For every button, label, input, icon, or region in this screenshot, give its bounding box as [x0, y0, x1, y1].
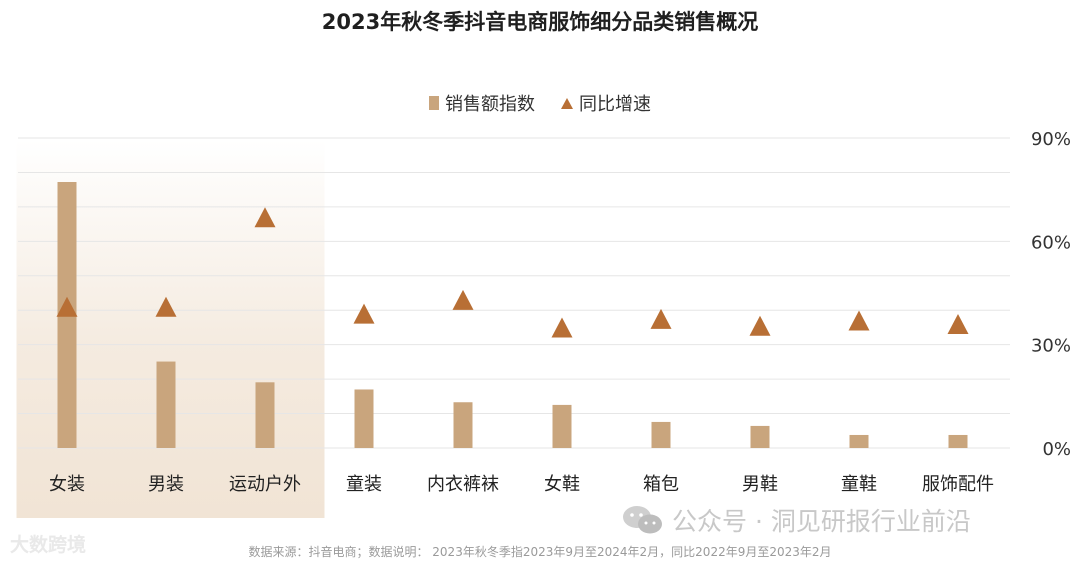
marker-男装 — [155, 296, 177, 317]
marker-运动户外 — [254, 207, 276, 228]
marker-服饰配件 — [947, 314, 969, 334]
bar-内衣裤袜 — [453, 402, 473, 448]
chart-legend: 销售额指数 同比增速 — [0, 90, 1080, 116]
x-tick-label: 内衣裤袜 — [427, 474, 499, 495]
bar-男装 — [156, 361, 176, 448]
y-tick-label: 90% — [1031, 129, 1071, 150]
legend-marker-label: 同比增速 — [579, 94, 651, 115]
watermark-right: 公众号 · 洞见研报行业前沿 — [620, 502, 971, 538]
watermark-left: 大数跨境 — [10, 530, 86, 557]
y-tick-label: 0% — [1042, 439, 1071, 460]
marker-男鞋 — [749, 315, 771, 336]
legend-bar-label: 销售额指数 — [445, 94, 535, 115]
bar-运动户外 — [255, 382, 275, 448]
x-tick-label: 运动户外 — [229, 474, 301, 495]
bar-箱包 — [651, 421, 671, 448]
y-tick-label: 60% — [1031, 232, 1071, 253]
x-tick-label: 服饰配件 — [922, 474, 994, 495]
bar-服饰配件 — [948, 434, 968, 448]
marker-内衣裤袜 — [452, 289, 474, 310]
y-tick-label: 30% — [1031, 336, 1071, 357]
watermark-left-text: 大数跨境 — [10, 534, 87, 556]
x-tick-label: 童鞋 — [841, 474, 877, 495]
bar-男鞋 — [750, 425, 770, 448]
marker-童鞋 — [848, 310, 870, 331]
legend-item-marker: 同比增速 — [561, 90, 651, 116]
bar-童鞋 — [849, 434, 869, 448]
chart-title: 2023年秋冬季抖音电商服饰细分品类销售概况 — [321, 10, 759, 34]
marker-童装 — [353, 303, 375, 324]
x-tick-label: 童装 — [346, 474, 382, 495]
wechat-icon — [623, 506, 662, 534]
legend-bar-swatch — [429, 96, 439, 110]
source-note: 数据来源：抖音电商；数据说明： 2023年秋冬季指2023年9月至2024年2月… — [248, 545, 832, 559]
legend-item-bar: 销售额指数 — [429, 90, 535, 116]
bar-女鞋 — [552, 404, 572, 448]
bar-童装 — [354, 389, 374, 448]
x-tick-label: 箱包 — [643, 474, 679, 495]
marker-箱包 — [650, 308, 672, 329]
x-tick-label: 女鞋 — [544, 474, 580, 495]
watermark-right-text: 公众号 · 洞见研报行业前沿 — [672, 507, 971, 536]
x-tick-label: 男鞋 — [742, 474, 778, 495]
x-tick-label: 男装 — [148, 474, 184, 495]
x-tick-label: 女装 — [49, 474, 85, 495]
marker-女鞋 — [551, 317, 573, 338]
legend-triangle-icon — [561, 97, 573, 109]
marker-女装 — [56, 296, 78, 317]
